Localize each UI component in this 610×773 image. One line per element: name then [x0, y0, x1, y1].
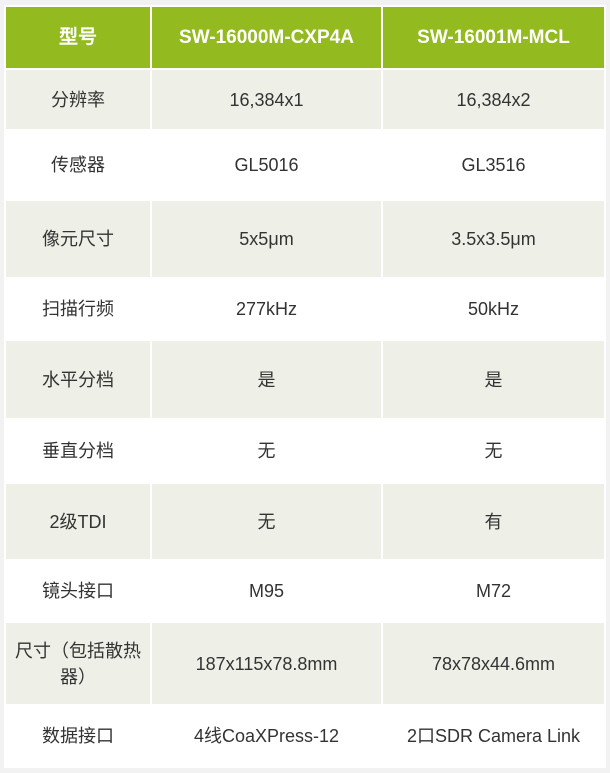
cell-value: 有	[381, 482, 606, 561]
cell-value: 是	[150, 339, 383, 420]
cell-value: 16,384x1	[150, 68, 383, 131]
table-row: 尺寸（包括散热器） 187x115x78.8mm 78x78x44.6mm	[4, 621, 606, 706]
table-row: 扫描行频 277kHz 50kHz	[4, 277, 606, 341]
cell-value: 无	[150, 482, 383, 561]
cell-value: 5x5μm	[150, 199, 383, 279]
table-row: 水平分档是是	[4, 339, 606, 420]
row-label: 垂直分档	[4, 418, 152, 484]
cell-value: GL5016	[150, 129, 383, 201]
cell-value: 16,384x2	[381, 68, 606, 131]
cell-value: 无	[381, 418, 606, 484]
table-row: 镜头接口 M95 M72	[4, 559, 606, 623]
row-label: 2级TDI	[4, 482, 152, 561]
table-row: 数据接口 4线CoaXPress-12 2口SDR Camera Link	[4, 704, 606, 768]
table-row: 2级TDI 无有	[4, 482, 606, 561]
table-row: 分辨率 16,384x1 16,384x2	[4, 68, 606, 131]
cell-value: 78x78x44.6mm	[381, 621, 606, 706]
header-row: 型号 SW-16000M-CXP4A SW-16001M-MCL	[4, 5, 606, 70]
cell-value: M72	[381, 559, 606, 623]
header-cell: SW-16001M-MCL	[381, 5, 606, 70]
cell-value: 4线CoaXPress-12	[150, 704, 383, 768]
row-label: 尺寸（包括散热器）	[4, 621, 152, 706]
table-row: 垂直分档无无	[4, 418, 606, 484]
cell-value: GL3516	[381, 129, 606, 201]
row-label: 数据接口	[4, 704, 152, 768]
cell-value: 无	[150, 418, 383, 484]
row-label: 扫描行频	[4, 277, 152, 341]
cell-value: 50kHz	[381, 277, 606, 341]
cell-value: 是	[381, 339, 606, 420]
header-cell: SW-16000M-CXP4A	[150, 5, 383, 70]
cell-value: M95	[150, 559, 383, 623]
spec-table: 型号 SW-16000M-CXP4A SW-16001M-MCL 分辨率 16,3…	[4, 5, 606, 768]
row-label: 传感器	[4, 129, 152, 201]
row-label: 镜头接口	[4, 559, 152, 623]
header-cell: 型号	[4, 5, 152, 70]
cell-value: 3.5x3.5μm	[381, 199, 606, 279]
table-row: 传感器 GL5016 GL3516	[4, 129, 606, 201]
row-label: 水平分档	[4, 339, 152, 420]
row-label: 像元尺寸	[4, 199, 152, 279]
row-label: 分辨率	[4, 68, 152, 131]
table-row: 像元尺寸 5x5μm 3.5x3.5μm	[4, 199, 606, 279]
cell-value: 277kHz	[150, 277, 383, 341]
cell-value: 187x115x78.8mm	[150, 621, 383, 706]
cell-value: 2口SDR Camera Link	[381, 704, 606, 768]
